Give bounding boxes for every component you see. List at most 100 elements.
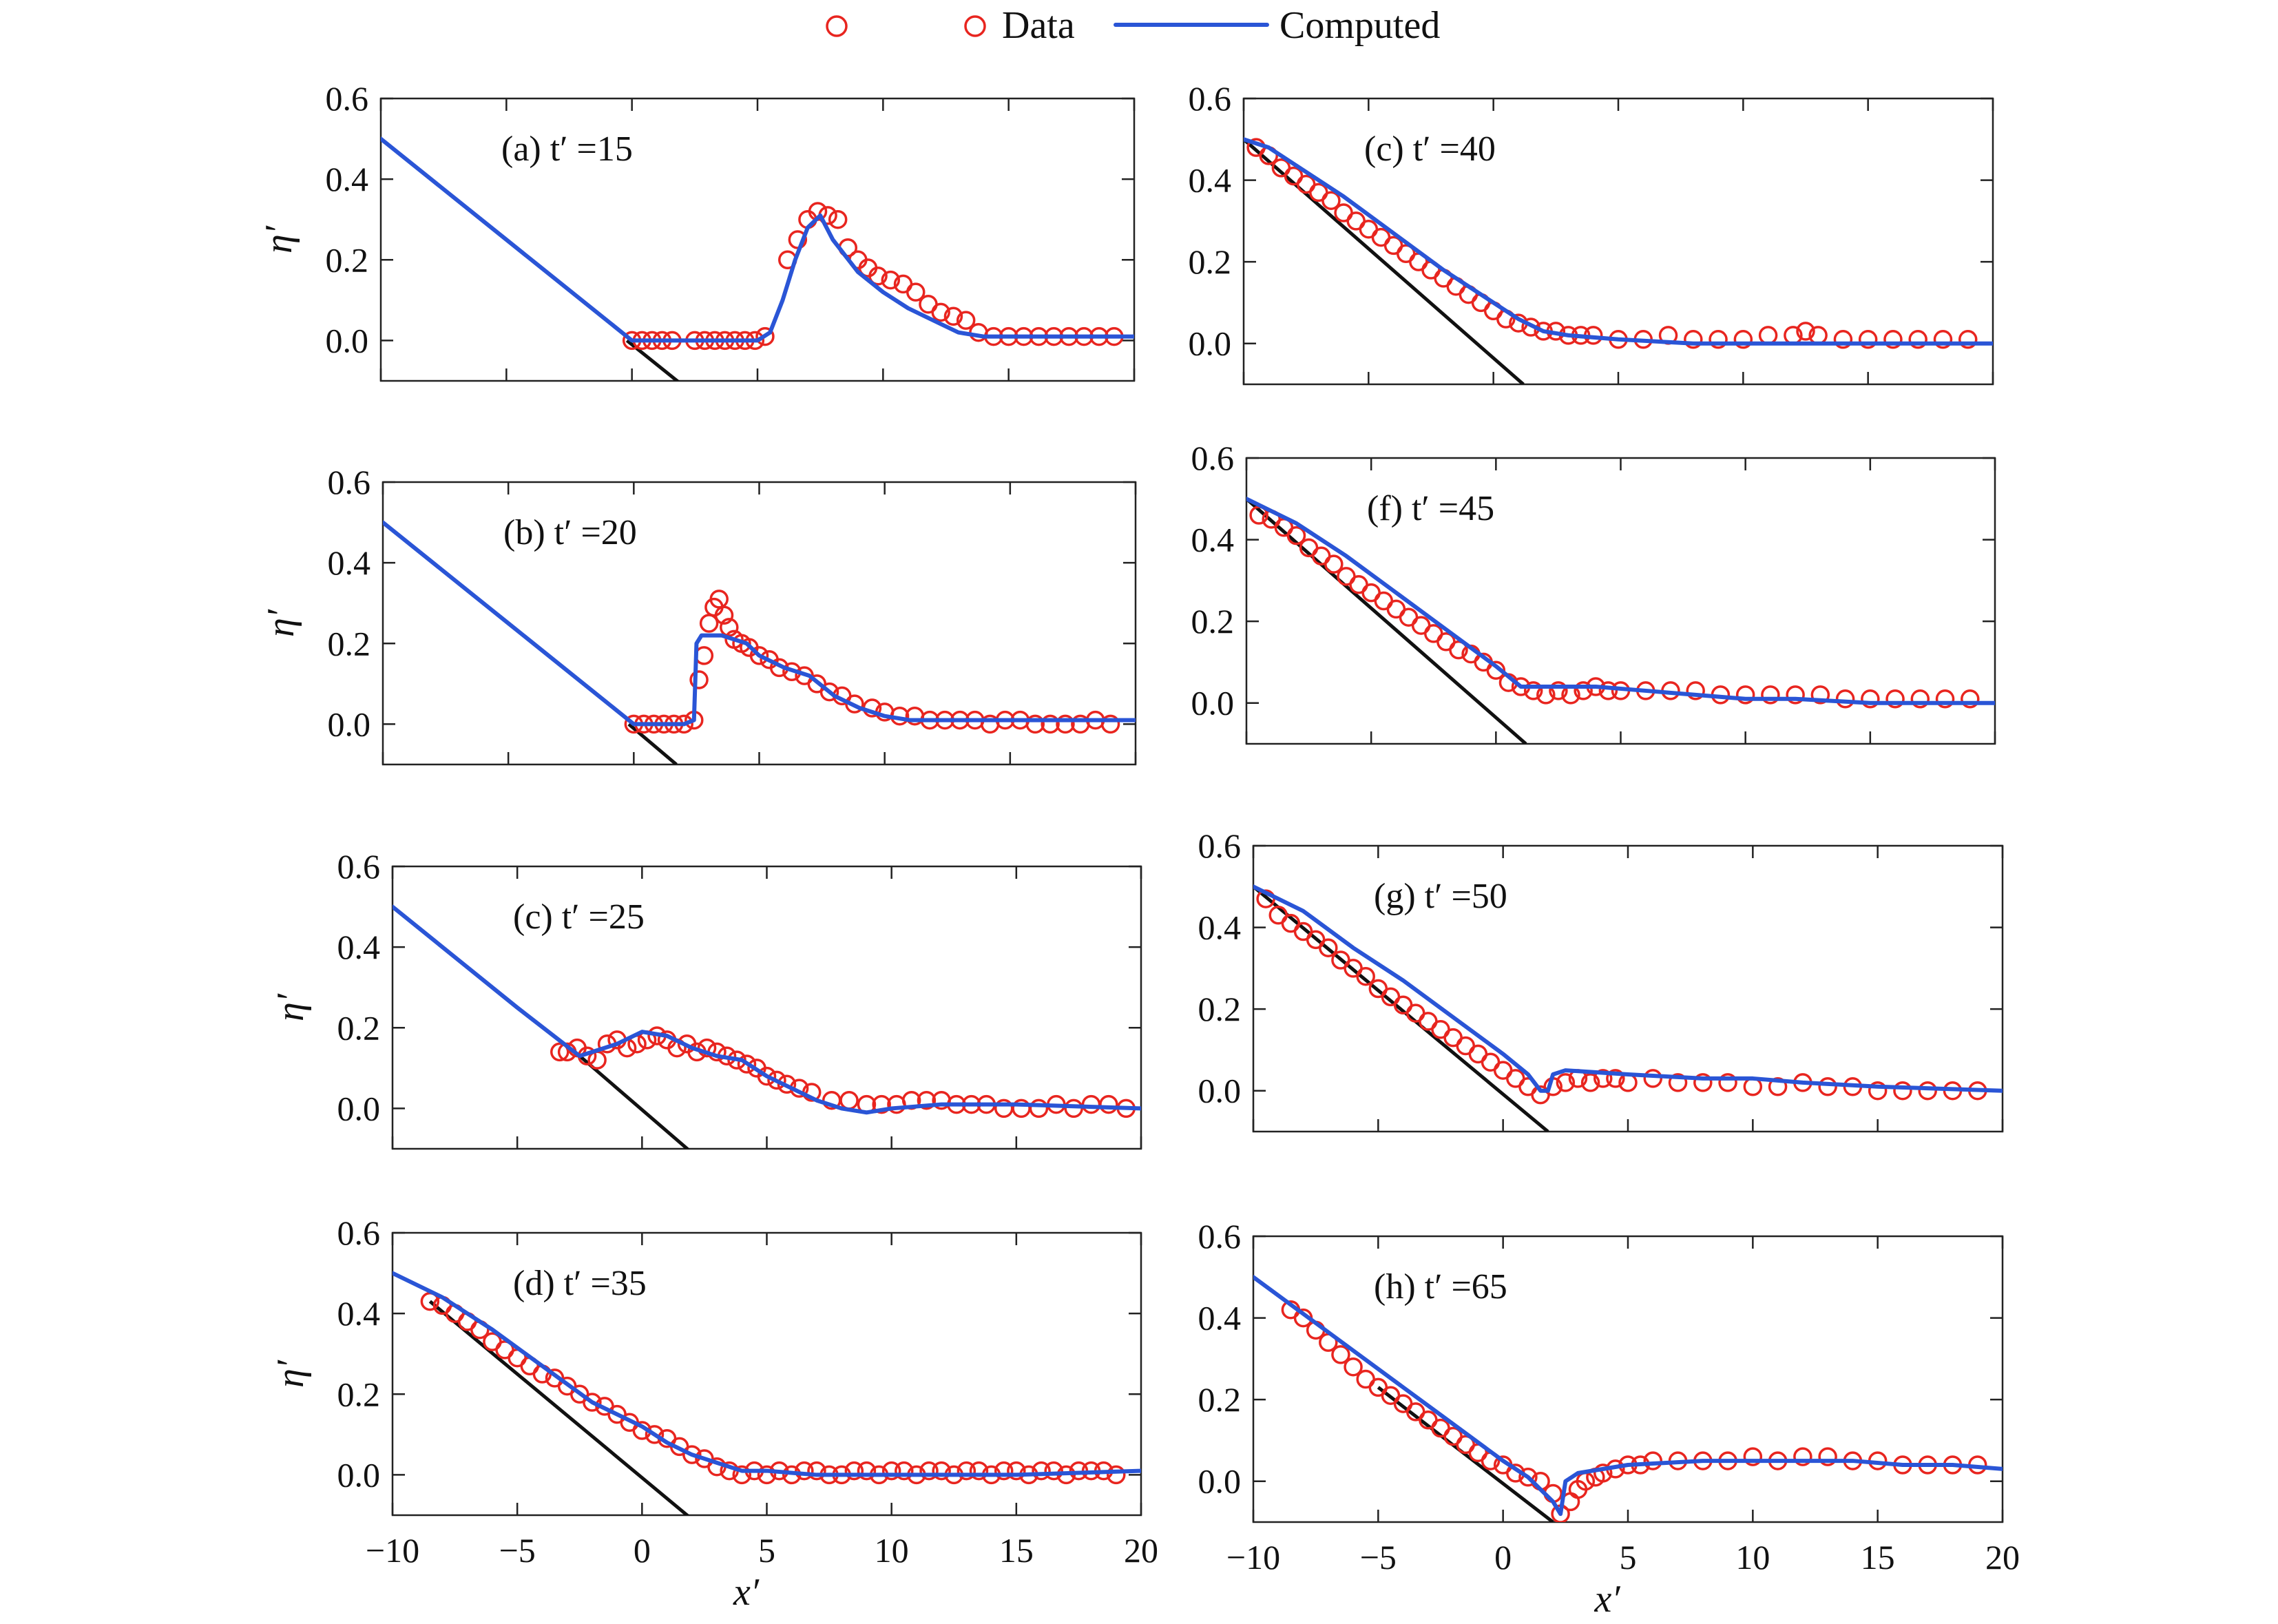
y-tick-label: 0.2 [1198, 990, 1242, 1028]
data-point [732, 1465, 752, 1485]
computed-series-line [1244, 137, 1993, 346]
data-point [1643, 1069, 1663, 1088]
data-point [857, 1461, 877, 1481]
computed-series-line [393, 904, 1141, 1115]
y-axis-label: η′ [258, 225, 300, 253]
plot-area [1244, 137, 1993, 384]
data-point [682, 1445, 702, 1464]
data-point [1733, 330, 1753, 349]
data-point [1556, 1073, 1576, 1092]
panel-label: (d) t′ =35 [513, 1264, 647, 1303]
data-point [1032, 1461, 1051, 1481]
data-point [1344, 1357, 1363, 1377]
y-tick-label: 0.6 [1191, 439, 1235, 477]
data-point [1758, 326, 1778, 345]
data-point [956, 311, 976, 330]
y-tick-label: 0.2 [328, 624, 371, 663]
data-point [749, 646, 769, 665]
y-tick-label: 0.2 [337, 1375, 381, 1413]
data-point [1910, 689, 1930, 709]
data-point [906, 282, 926, 302]
data-point [1768, 1077, 1788, 1096]
data-point [795, 1461, 814, 1481]
y-tick-label: 0.2 [326, 240, 369, 279]
data-point [1796, 322, 1815, 341]
data-point [881, 1461, 901, 1481]
legend-data-marker [964, 15, 986, 37]
data-point [881, 270, 901, 290]
data-point [1486, 660, 1506, 680]
y-tick-label: 0.4 [337, 1294, 381, 1333]
y-tick-label: 0.0 [1198, 1072, 1242, 1110]
data-point [895, 1461, 914, 1481]
legend-computed-label: Computed [1279, 4, 1440, 47]
plot-area [393, 904, 1141, 1149]
data-point [1668, 1073, 1688, 1092]
data-point [917, 1090, 937, 1110]
data-point [1868, 1081, 1888, 1101]
data-point [868, 266, 888, 286]
data-point [1044, 1461, 1063, 1481]
panel-label: (h) t′ =65 [1374, 1267, 1507, 1307]
data-point [714, 605, 734, 625]
data-point [1321, 191, 1341, 210]
panel-label: (f) t′ =45 [1367, 489, 1494, 528]
y-axis-label: η′ [269, 1360, 312, 1388]
plot-area [1246, 497, 1995, 744]
data-point [1518, 1468, 1538, 1487]
chart-panel: 0.6 0.4 0.2 0.0 (f) t′ =45 [1191, 439, 1996, 745]
y-tick-label: 0.4 [1191, 521, 1235, 559]
y-tick-label: 0.6 [1198, 1217, 1242, 1256]
data-point [807, 1461, 826, 1481]
data-point [550, 1042, 570, 1062]
plot-area [393, 1271, 1141, 1515]
beach-slope-line [428, 1300, 690, 1515]
data-point [737, 1054, 757, 1074]
x-tick-label: 15 [1861, 1538, 1895, 1576]
data-point [689, 670, 709, 689]
legend: Data Computed [826, 4, 1440, 47]
data-point [1356, 966, 1375, 986]
data-point [1331, 1345, 1350, 1364]
plot-area [383, 520, 1136, 764]
x-tick-label: 5 [758, 1531, 775, 1570]
data-point [1935, 689, 1955, 709]
data-point [1606, 1069, 1625, 1088]
data-point [932, 1461, 951, 1481]
data-point [767, 1070, 786, 1090]
data-point [1549, 681, 1568, 700]
data-point [994, 1461, 1014, 1481]
data-point [845, 694, 864, 714]
y-axis-label: η′ [269, 993, 312, 1021]
computed-series-line [1253, 884, 2003, 1093]
chart-panel: 0.6 0.4 0.2 0.0 −10 −5 0 5 10 15 20 x′ (h) t′ =65 [1198, 1217, 2020, 1621]
y-tick-label: 0.4 [328, 543, 371, 582]
x-tick-label: 0 [634, 1531, 651, 1570]
beach-slope-line [1253, 885, 1549, 1132]
panel-label: (c) t′ =25 [513, 897, 645, 937]
data-point [1523, 681, 1543, 700]
y-tick-label: 0.2 [1189, 242, 1232, 281]
plot-area [381, 136, 1134, 381]
data-point [1693, 1073, 1713, 1092]
y-tick-label: 0.4 [337, 928, 381, 966]
data-point [1893, 1081, 1912, 1101]
plot-frame [1252, 1235, 2004, 1523]
data-point [1319, 938, 1338, 957]
chart-panel: 0.6 0.4 0.2 0.0 η′ (a) t′ =15 [258, 79, 1136, 382]
data-point [1810, 685, 1830, 705]
chart-panel: 0.6 0.4 0.2 0.0 (c) t′ =40 [1189, 79, 1994, 386]
beach-slope-line [1377, 1386, 1554, 1522]
y-axis-label: η′ [260, 609, 302, 637]
data-point [828, 209, 848, 229]
data-point [1885, 689, 1905, 709]
data-point [1961, 689, 1980, 709]
data-point [1593, 1464, 1613, 1483]
data-point [1933, 330, 1953, 349]
y-tick-label: 0.0 [1191, 684, 1235, 722]
y-tick-label: 0.6 [1198, 826, 1242, 865]
data-point [872, 1094, 891, 1114]
data-point [1574, 681, 1593, 700]
computed-series-line [1253, 1275, 2003, 1517]
